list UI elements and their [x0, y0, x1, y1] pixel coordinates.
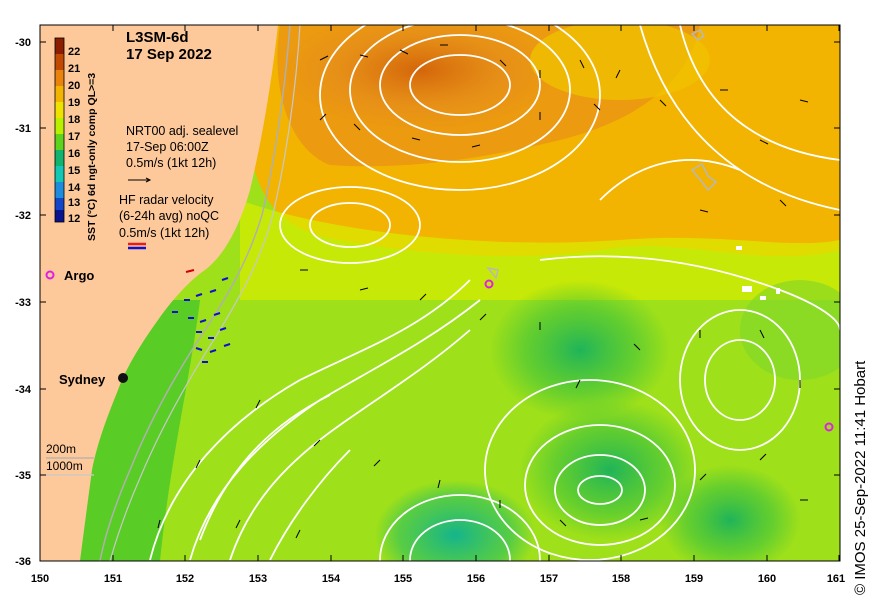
x-tick-label: 156	[467, 573, 485, 585]
land	[40, 25, 278, 561]
colorbar-tick-label: 22	[68, 46, 80, 58]
hf-radar-arrows	[172, 277, 231, 363]
sydney-marker	[118, 373, 128, 383]
radar-site-marker	[185, 269, 195, 273]
sydney-label: Sydney	[59, 372, 106, 387]
x-tick-label: 155	[394, 573, 412, 585]
colorbar-tick-label: 21	[68, 63, 80, 75]
x-tick-label: 159	[685, 573, 703, 585]
colorbar-tick-label: 15	[68, 165, 80, 177]
copyright-credit: © IMOS 25-Sep-2022 11:41 Hobart	[852, 360, 869, 595]
sealevel-legend-line: 17-Sep 06:00Z	[126, 140, 209, 154]
x-tick-label: 152	[176, 573, 194, 585]
colorbar-tick-label: 20	[68, 80, 80, 92]
argo-float-marker	[824, 422, 834, 432]
map-frame	[39, 24, 841, 562]
colorbar	[54, 37, 65, 223]
x-tick-label: 157	[540, 573, 558, 585]
y-tick-label: -35	[15, 470, 31, 482]
colorbar-ticks: 22 21 20 19 18 17 16 15 14 13 12	[68, 46, 81, 225]
warm-eddy	[280, 25, 560, 130]
radar-legend: HF radar velocity (6-24h avg) noQC 0.5m/…	[119, 193, 219, 250]
colorbar-tick-label: 17	[68, 131, 80, 143]
argo-legend-marker	[45, 270, 55, 280]
axis-ticks	[39, 25, 840, 562]
x-tick-label: 154	[322, 573, 341, 585]
cold-eddy-center	[520, 400, 700, 540]
x-tick-labels: 150 151 152 153 154 155 156 157 158 159 …	[31, 573, 845, 585]
map-area	[40, 25, 840, 561]
x-tick-label: 153	[249, 573, 267, 585]
sealevel-velocity-arrows	[157, 44, 809, 539]
x-tick-label: 160	[758, 573, 776, 585]
y-tick-labels: -30 -31 -32 -33 -34 -35 -36	[15, 37, 32, 568]
sealevel-legend: NRT00 adj. sealevel 17-Sep 06:00Z 0.5m/s…	[126, 124, 238, 183]
colorbar-tick-label: 16	[68, 148, 80, 160]
missing-data-patches	[736, 246, 780, 300]
radar-legend-line: (6-24h avg) noQC	[119, 209, 219, 223]
sealevel-scale-arrow	[128, 177, 152, 183]
radar-legend-line: 0.5m/s (1kt 12h)	[119, 226, 209, 240]
sealevel-legend-line: 0.5m/s (1kt 12h)	[126, 156, 216, 170]
isobath-200m-label: 200m	[46, 442, 76, 456]
isobath-1000m-label: 1000m	[46, 459, 83, 473]
x-tick-label: 158	[612, 573, 630, 585]
y-tick-label: -32	[15, 210, 31, 222]
colorbar-tick-label: 12	[68, 213, 80, 225]
radar-legend-line: HF radar velocity	[119, 193, 214, 207]
y-tick-label: -33	[15, 297, 31, 309]
colorbar-tick-label: 14	[68, 182, 81, 194]
sealevel-legend-line: NRT00 adj. sealevel	[126, 124, 238, 138]
y-tick-label: -30	[15, 37, 31, 49]
cold-eddy-north	[490, 280, 670, 420]
colorbar-tick-label: 13	[68, 197, 80, 209]
x-tick-label: 151	[104, 573, 122, 585]
x-tick-label: 150	[31, 573, 49, 585]
argo-float-marker	[484, 279, 494, 289]
y-tick-label: -31	[15, 123, 31, 135]
argo-label: Argo	[64, 268, 94, 283]
colorbar-label: SST (°C) 6d ngt-only comp QL>=3	[86, 73, 98, 241]
map-date: 17 Sep 2022	[126, 46, 212, 63]
isobath-200m	[99, 25, 291, 561]
y-tick-label: -34	[15, 384, 32, 396]
isobath-1000m	[109, 25, 301, 561]
colorbar-tick-label: 18	[68, 114, 80, 126]
x-tick-label: 161	[827, 573, 845, 585]
small-islands	[486, 29, 718, 280]
map-title: L3SM-6d	[126, 29, 189, 46]
y-tick-label: -36	[15, 556, 31, 568]
colorbar-tick-label: 19	[68, 97, 80, 109]
